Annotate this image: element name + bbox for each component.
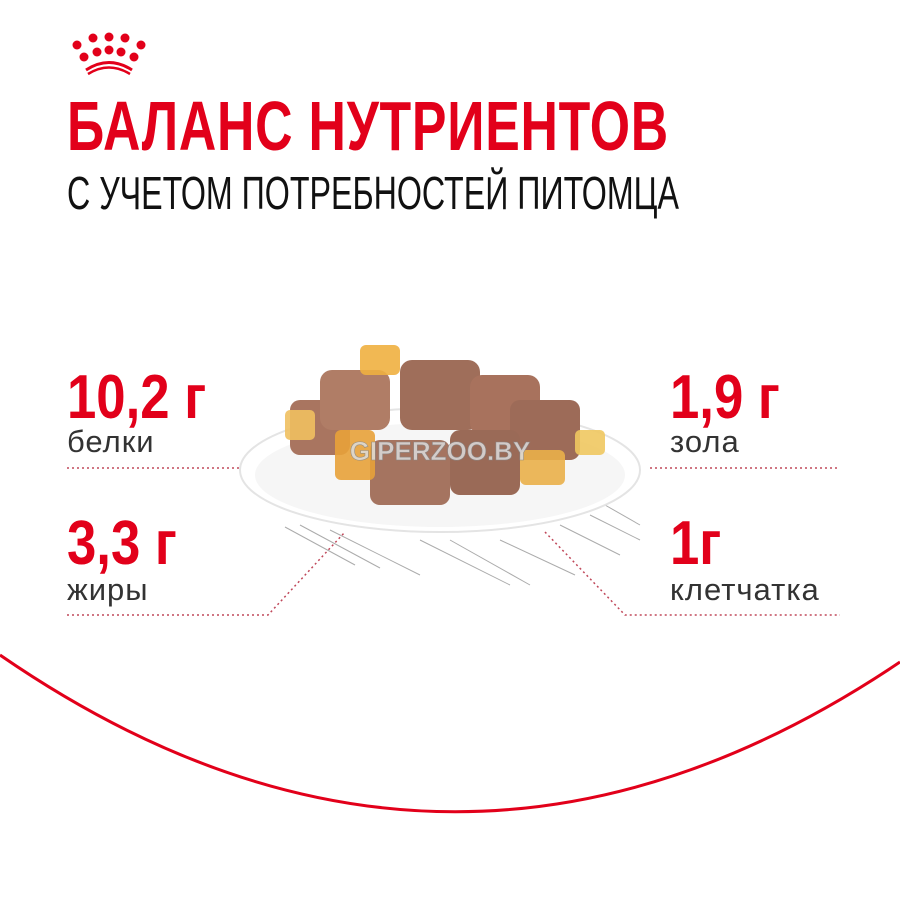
fiber-label: клетчатка bbox=[670, 572, 820, 607]
dotted-leader-lines bbox=[67, 467, 840, 616]
ash-value: 1,9 г bbox=[670, 363, 780, 432]
ash-label: зола bbox=[670, 424, 740, 459]
protein-label: белки bbox=[67, 424, 155, 459]
page-title: БАЛАНС НУТРИЕНТОВ bbox=[67, 87, 669, 165]
fiber-value: 1г bbox=[670, 509, 722, 578]
red-arc bbox=[0, 653, 900, 814]
crown-logo bbox=[72, 32, 146, 76]
protein-value: 10,2 г bbox=[67, 363, 207, 432]
food-plate-image: GIPERZOO.BY bbox=[239, 345, 641, 586]
fat-value: 3,3 г bbox=[67, 509, 177, 578]
fat-label: жиры bbox=[67, 572, 149, 607]
watermark: GIPERZOO.BY bbox=[350, 436, 531, 466]
page-subtitle: С УЧЕТОМ ПОТРЕБНОСТЕЙ ПИТОМЦА bbox=[67, 167, 679, 219]
